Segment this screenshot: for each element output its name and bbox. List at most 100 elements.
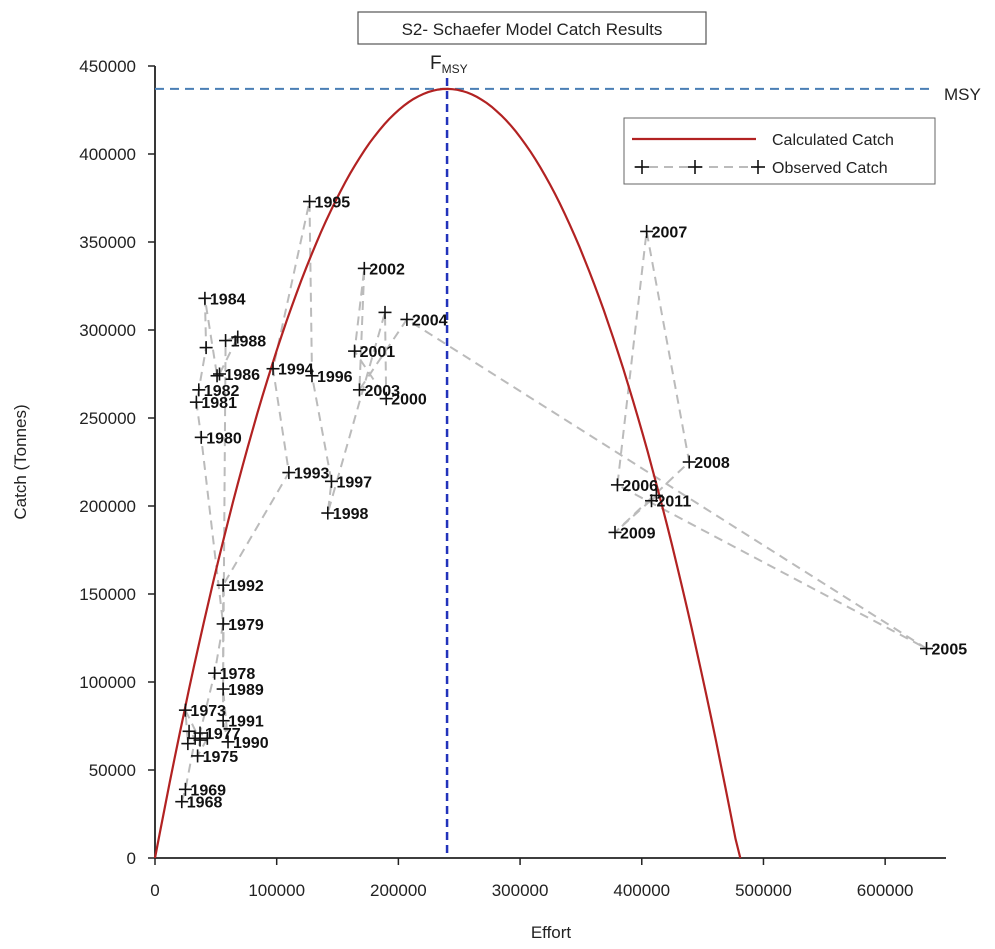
x-axis-label: Effort bbox=[531, 923, 572, 942]
legend-plus-marker bbox=[635, 160, 649, 174]
fmsy-label: FMSY bbox=[430, 53, 468, 76]
legend-plus-marker bbox=[688, 160, 702, 174]
observed-point-1991 bbox=[216, 714, 230, 728]
y-axis-label: Catch (Tonnes) bbox=[11, 404, 30, 519]
point-label-2007: 2007 bbox=[652, 224, 688, 241]
point-label-1989: 1989 bbox=[228, 682, 264, 699]
legend-plus-marker bbox=[751, 160, 765, 174]
y-tick-label: 0 bbox=[127, 849, 136, 868]
point-label-1995: 1995 bbox=[315, 195, 351, 212]
msy-label: MSY bbox=[944, 85, 981, 104]
chart-title-box bbox=[357, 11, 707, 45]
observed-point-1999 bbox=[378, 305, 392, 319]
observed-point-2007 bbox=[640, 224, 654, 238]
legend-observed-markers bbox=[635, 160, 765, 174]
legend-observed-label: Observed Catch bbox=[772, 160, 888, 177]
observed-point-1980 bbox=[194, 430, 208, 444]
observed-point-1997 bbox=[324, 474, 338, 488]
observed-point-1971 bbox=[182, 724, 196, 738]
point-label-1994: 1994 bbox=[278, 362, 314, 379]
x-tick-label: 500000 bbox=[735, 881, 792, 900]
observed-point-1986 bbox=[212, 367, 226, 381]
x-ticks: 0 100000 200000 300000 400000 500000 600000 bbox=[150, 858, 914, 900]
y-tick-label: 450000 bbox=[79, 57, 136, 76]
y-tick-label: 250000 bbox=[79, 409, 136, 428]
observed-point-2006 bbox=[610, 478, 624, 492]
point-label-1977: 1977 bbox=[205, 726, 241, 743]
observed-point-1978 bbox=[208, 666, 222, 680]
point-label-1979: 1979 bbox=[228, 617, 264, 634]
observed-catch-line bbox=[180, 201, 928, 802]
observed-point-1989 bbox=[216, 682, 230, 696]
point-label-1978: 1978 bbox=[220, 666, 256, 683]
chart-title-group: S2- Schaefer Model Catch Results bbox=[357, 11, 707, 45]
point-label-2003: 2003 bbox=[364, 383, 400, 400]
point-label-1997: 1997 bbox=[336, 474, 372, 491]
point-label-1981: 1981 bbox=[201, 395, 237, 412]
observed-point-1994 bbox=[266, 362, 280, 376]
observed-point-1992 bbox=[216, 578, 230, 592]
y-tick-label: 350000 bbox=[79, 233, 136, 252]
x-tick-label: 100000 bbox=[248, 881, 305, 900]
point-label-2002: 2002 bbox=[369, 261, 405, 278]
observed-point-2008 bbox=[682, 455, 696, 469]
observed-point-1995 bbox=[303, 195, 317, 209]
observed-catch-series bbox=[180, 201, 928, 802]
point-label-1968: 1968 bbox=[187, 795, 223, 812]
observed-point-1975 bbox=[191, 749, 205, 763]
x-tick-label: 300000 bbox=[492, 881, 549, 900]
observed-point-1977 bbox=[193, 726, 207, 740]
observed-point-1982 bbox=[192, 383, 206, 397]
observed-point-1993 bbox=[282, 466, 296, 480]
observed-point-1969 bbox=[178, 782, 192, 796]
point-label-2011: 2011 bbox=[657, 494, 692, 511]
calculated-catch-curve bbox=[153, 87, 742, 859]
point-label-1975: 1975 bbox=[203, 749, 239, 766]
x-tick-label: 600000 bbox=[857, 881, 914, 900]
point-label-2004: 2004 bbox=[412, 312, 448, 329]
fmsy-label-main: F bbox=[430, 53, 442, 74]
observed-point-1985 bbox=[210, 369, 224, 383]
observed-point-1990 bbox=[221, 735, 235, 749]
point-label-2005: 2005 bbox=[932, 642, 968, 659]
point-label-2006: 2006 bbox=[622, 478, 658, 495]
legend-calculated-label: Calculated Catch bbox=[772, 132, 894, 149]
point-label-1992: 1992 bbox=[228, 578, 264, 595]
observed-point-1979 bbox=[216, 617, 230, 631]
observed-point-2003 bbox=[352, 383, 366, 397]
observed-point-2004 bbox=[400, 312, 414, 326]
y-tick-label: 100000 bbox=[79, 673, 136, 692]
point-label-1980: 1980 bbox=[206, 430, 242, 447]
y-ticks: 0 50000 100000 150000 200000 250000 300000 3500… bbox=[79, 57, 155, 868]
y-tick-label: 50000 bbox=[89, 761, 136, 780]
observed-point-1973 bbox=[178, 703, 192, 717]
observed-point-1981 bbox=[189, 395, 203, 409]
point-label-1991: 1991 bbox=[228, 714, 264, 731]
observed-point-1988 bbox=[219, 334, 233, 348]
observed-point-2011 bbox=[645, 494, 659, 508]
y-tick-label: 400000 bbox=[79, 145, 136, 164]
observed-point-1998 bbox=[321, 506, 335, 520]
observed-point-1996 bbox=[305, 369, 319, 383]
y-tick-label: 300000 bbox=[79, 321, 136, 340]
y-tick-label: 150000 bbox=[79, 585, 136, 604]
point-label-1973: 1973 bbox=[190, 703, 226, 720]
point-label-1993: 1993 bbox=[294, 466, 330, 483]
observed-point-1984 bbox=[198, 291, 212, 305]
observed-point-1968 bbox=[175, 795, 189, 809]
y-tick-label: 200000 bbox=[79, 497, 136, 516]
observed-point-2000 bbox=[379, 392, 393, 406]
point-label-1984: 1984 bbox=[210, 291, 246, 308]
point-label-1998: 1998 bbox=[333, 506, 369, 523]
observed-point-1972 bbox=[181, 737, 195, 751]
legend-box bbox=[623, 117, 936, 185]
observed-point-2002 bbox=[357, 261, 371, 275]
point-label-2008: 2008 bbox=[694, 455, 730, 472]
x-tick-label: 200000 bbox=[370, 881, 427, 900]
point-label-2000: 2000 bbox=[391, 392, 427, 409]
observed-point-2005 bbox=[920, 642, 934, 656]
fmsy-label-sub: MSY bbox=[442, 62, 468, 76]
